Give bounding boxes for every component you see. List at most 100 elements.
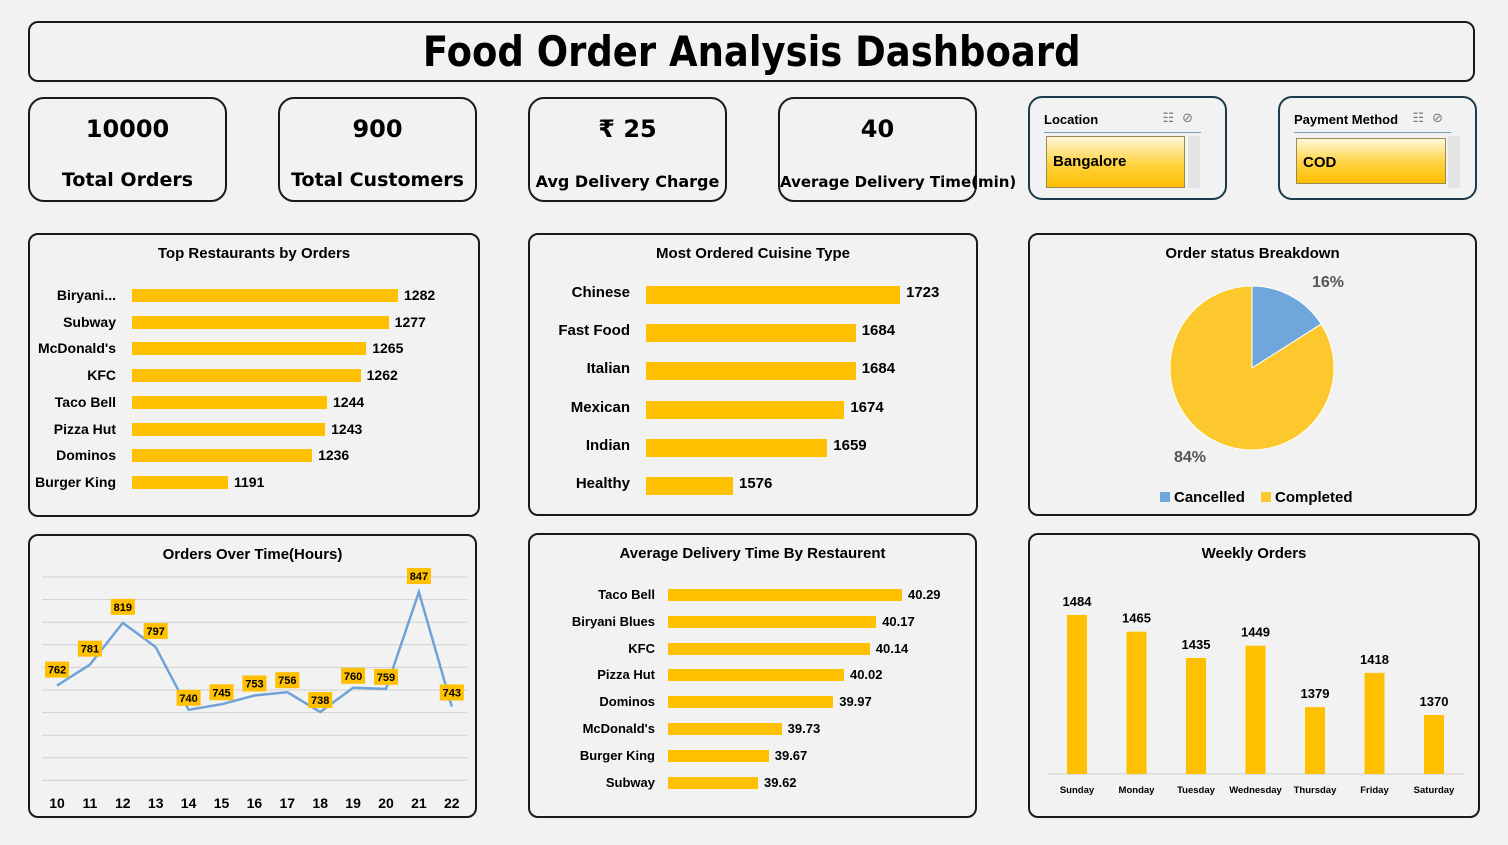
bar[interactable]	[668, 642, 870, 655]
line-series[interactable]	[56, 587, 454, 714]
column-bar[interactable]	[1186, 657, 1206, 774]
clear-filter-icon[interactable]: ⊘	[1432, 110, 1451, 125]
bar[interactable]	[132, 395, 327, 409]
slicer-item-selected[interactable]: COD	[1296, 138, 1446, 184]
bar-category-label: Biryani...	[56, 287, 116, 303]
multi-select-icon[interactable]: ☷	[1162, 110, 1183, 125]
column-chart-svg: 1484 Sunday 1465 Monday 1435 Tuesday 1449 Wedne…	[1047, 594, 1465, 796]
data-label: 781	[81, 644, 99, 656]
slicer-item-selected[interactable]: Bangalore	[1046, 136, 1185, 188]
location-slicer: Location ☷⊘ Bangalore	[1028, 96, 1227, 200]
bar-value-label: 1684	[861, 360, 896, 378]
clear-filter-icon[interactable]: ⊘	[1182, 110, 1201, 125]
bar-value-label: 1576	[739, 475, 773, 492]
data-label-box	[275, 672, 300, 689]
x-tick-label: Friday	[1360, 785, 1389, 796]
bar[interactable]	[646, 286, 900, 304]
data-label-box	[110, 598, 135, 615]
bar-value-label: 1684	[861, 322, 896, 340]
x-tick-label: Thursday	[1294, 785, 1337, 796]
data-label-box	[77, 640, 102, 657]
bar[interactable]	[132, 475, 228, 489]
bar[interactable]	[646, 362, 856, 381]
bar[interactable]	[646, 400, 845, 419]
bar-category-label: Dominos	[56, 447, 116, 464]
bar-category-label: KFC	[87, 367, 116, 384]
x-tick-label: 10	[49, 795, 65, 811]
legend-swatch	[1261, 492, 1271, 502]
pie-slice-cancelled[interactable]	[1251, 285, 1322, 369]
column-bar[interactable]	[1126, 631, 1147, 774]
column-value-label: 1449	[1241, 625, 1270, 640]
bar-category-label: McDonald's	[582, 721, 655, 736]
bar[interactable]	[132, 342, 367, 356]
bar[interactable]	[668, 615, 877, 628]
data-label: 753	[245, 678, 263, 690]
slicer-scrollbar[interactable]	[1448, 136, 1460, 188]
data-label-box	[242, 675, 267, 692]
bar[interactable]	[668, 723, 782, 735]
bar[interactable]	[668, 776, 758, 789]
data-label: 847	[410, 571, 428, 583]
bar-category-label: Taco Bell	[598, 587, 655, 602]
pie-data-label: 84%	[1174, 449, 1206, 466]
bar[interactable]	[668, 696, 834, 709]
kpi-label: Average Delivery Time(min)	[780, 173, 1017, 191]
bar[interactable]	[668, 589, 902, 601]
bar-category-label: McDonald's	[37, 340, 116, 357]
bar[interactable]	[132, 369, 361, 383]
x-tick-label: 17	[280, 795, 296, 811]
payment-method-slicer: Payment Method ☷⊘ COD	[1278, 96, 1477, 200]
column-bar[interactable]	[1067, 615, 1087, 774]
kpi-value: 40	[860, 115, 895, 143]
bar[interactable]	[132, 315, 389, 329]
slicer-scrollbar[interactable]	[1188, 136, 1200, 188]
bar-category-label: Chinese	[571, 284, 630, 301]
column-bar[interactable]	[1305, 707, 1325, 774]
data-label: 756	[278, 675, 296, 687]
weekly-orders-chart: Weekly Orders 1484 Sunday 1465 Monday 1435 Tu…	[1028, 533, 1480, 818]
bar[interactable]	[646, 477, 733, 495]
chart-title: Most Ordered Cuisine Type	[656, 245, 850, 262]
column-bar[interactable]	[1424, 715, 1444, 774]
pie-slice-completed[interactable]	[1169, 285, 1335, 451]
bar-category-label: Subway	[605, 774, 655, 790]
x-tick-label: 15	[214, 795, 230, 811]
bar[interactable]	[668, 749, 769, 762]
bar-value-label: 1282	[404, 287, 436, 303]
bar-category-label: Indian	[585, 436, 630, 454]
bar[interactable]	[646, 324, 856, 343]
bar[interactable]	[668, 669, 844, 682]
x-tick-label: 19	[345, 795, 361, 811]
order-status-chart: Order status Breakdown 16% 84% Cancelled Co…	[1028, 233, 1477, 516]
line-chart-svg: 762 10 781 11 819 12 797 13 740 14 745 15 753 16 756 17…	[42, 568, 467, 811]
dashboard-title-box: Food Order Analysis Dashboard	[28, 21, 1475, 82]
bar-category-label: Taco Bell	[54, 393, 116, 410]
data-label: 762	[48, 665, 66, 677]
bar-category-label: Fast Food	[558, 322, 630, 340]
avg-delivery-time-chart: Average Delivery Time By Restaurent Taco…	[528, 533, 977, 818]
multi-select-icon[interactable]: ☷	[1412, 110, 1433, 125]
slicer-controls: ☷⊘	[1162, 110, 1201, 126]
x-tick-label: 20	[378, 795, 394, 811]
data-label: 819	[114, 602, 132, 614]
column-value-label: 1484	[1063, 594, 1093, 609]
cuisine-type-chart: Most Ordered Cuisine Type Chinese 1723 Fas…	[528, 233, 978, 516]
chart-title: Weekly Orders	[1201, 545, 1307, 562]
bar[interactable]	[132, 289, 398, 302]
bar[interactable]	[132, 449, 313, 463]
bar-category-label: Burger King	[579, 747, 655, 763]
legend-label: Completed	[1275, 489, 1353, 506]
data-label: 759	[377, 672, 395, 684]
data-label: 760	[344, 671, 362, 683]
column-bar[interactable]	[1245, 645, 1266, 774]
x-tick-label: Saturday	[1414, 785, 1455, 796]
bar-value-label: 40.02	[849, 667, 883, 683]
column-value-label: 1418	[1360, 652, 1389, 667]
bar[interactable]	[646, 438, 828, 457]
slicer-controls: ☷⊘	[1412, 110, 1451, 126]
bar-value-label: 1723	[906, 284, 940, 301]
column-bar[interactable]	[1364, 672, 1385, 774]
column-value-label: 1379	[1301, 686, 1330, 701]
bar[interactable]	[132, 422, 326, 436]
